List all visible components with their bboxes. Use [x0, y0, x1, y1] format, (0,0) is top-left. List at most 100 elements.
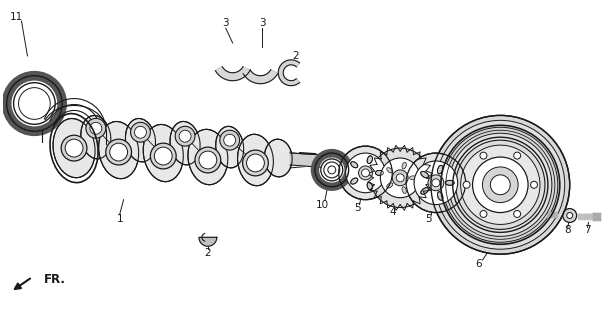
Circle shape: [14, 83, 55, 124]
Circle shape: [490, 175, 510, 195]
Circle shape: [392, 170, 408, 186]
Text: 8: 8: [565, 225, 571, 236]
Circle shape: [443, 127, 558, 242]
Ellipse shape: [351, 178, 358, 184]
Circle shape: [432, 179, 440, 187]
Text: 4: 4: [389, 206, 395, 217]
Circle shape: [154, 147, 172, 165]
Circle shape: [175, 126, 195, 146]
Ellipse shape: [53, 118, 95, 178]
Ellipse shape: [421, 188, 429, 194]
Ellipse shape: [351, 162, 358, 168]
Polygon shape: [290, 153, 330, 168]
Circle shape: [179, 130, 191, 142]
Ellipse shape: [375, 171, 383, 175]
Text: 3: 3: [223, 18, 229, 28]
Ellipse shape: [237, 134, 274, 186]
Ellipse shape: [264, 139, 292, 177]
Ellipse shape: [81, 116, 111, 159]
Circle shape: [328, 166, 336, 174]
Polygon shape: [215, 67, 250, 81]
Ellipse shape: [367, 182, 373, 190]
Text: 7: 7: [584, 225, 591, 236]
Circle shape: [483, 167, 518, 203]
Circle shape: [247, 154, 264, 172]
Circle shape: [242, 150, 268, 176]
Circle shape: [480, 211, 487, 218]
Ellipse shape: [437, 165, 443, 174]
Circle shape: [449, 133, 552, 236]
Ellipse shape: [387, 168, 393, 173]
Circle shape: [130, 122, 151, 142]
Ellipse shape: [402, 162, 407, 169]
Text: 5: 5: [354, 203, 361, 212]
Polygon shape: [244, 70, 277, 84]
Text: 9: 9: [546, 222, 552, 232]
Ellipse shape: [437, 192, 443, 200]
Circle shape: [151, 143, 176, 169]
Circle shape: [380, 158, 420, 198]
Circle shape: [370, 148, 430, 208]
Circle shape: [18, 88, 50, 119]
Circle shape: [220, 130, 240, 150]
Circle shape: [195, 147, 221, 173]
Circle shape: [531, 181, 538, 188]
Circle shape: [514, 152, 521, 159]
Circle shape: [463, 181, 470, 188]
Text: 11: 11: [10, 12, 23, 22]
Ellipse shape: [387, 183, 393, 188]
Ellipse shape: [421, 171, 429, 178]
Polygon shape: [330, 158, 355, 165]
Circle shape: [396, 174, 404, 182]
Ellipse shape: [216, 126, 244, 168]
Circle shape: [86, 118, 106, 138]
Circle shape: [362, 169, 370, 177]
Ellipse shape: [143, 124, 183, 182]
Polygon shape: [592, 212, 600, 220]
Circle shape: [359, 166, 373, 180]
Circle shape: [321, 159, 343, 181]
Polygon shape: [278, 60, 300, 86]
Circle shape: [135, 126, 146, 138]
Text: 3: 3: [259, 18, 266, 28]
Text: 5: 5: [426, 214, 432, 224]
Circle shape: [431, 116, 569, 254]
Circle shape: [472, 157, 528, 212]
Circle shape: [428, 175, 444, 191]
Ellipse shape: [98, 122, 139, 179]
Circle shape: [436, 120, 565, 249]
Ellipse shape: [188, 129, 228, 185]
Text: 10: 10: [316, 200, 330, 210]
Circle shape: [224, 134, 236, 146]
Text: 2: 2: [292, 51, 298, 61]
Circle shape: [90, 122, 102, 134]
Circle shape: [61, 135, 87, 161]
Ellipse shape: [410, 176, 416, 180]
Polygon shape: [547, 212, 557, 217]
Ellipse shape: [170, 122, 200, 165]
Circle shape: [461, 145, 540, 224]
Circle shape: [567, 212, 573, 219]
Ellipse shape: [445, 180, 454, 185]
Polygon shape: [199, 237, 217, 246]
Text: FR.: FR.: [44, 274, 66, 286]
Circle shape: [514, 211, 521, 218]
Circle shape: [406, 153, 466, 212]
Circle shape: [339, 146, 392, 200]
Circle shape: [563, 209, 577, 222]
Circle shape: [65, 139, 83, 157]
Circle shape: [414, 161, 458, 204]
Circle shape: [199, 151, 217, 169]
Ellipse shape: [125, 118, 156, 162]
Ellipse shape: [402, 187, 407, 194]
Circle shape: [456, 140, 545, 229]
Circle shape: [106, 139, 132, 165]
Text: 2: 2: [205, 248, 211, 258]
Text: 1: 1: [116, 214, 123, 224]
Polygon shape: [577, 214, 592, 219]
Ellipse shape: [367, 156, 373, 164]
Circle shape: [346, 153, 386, 193]
Circle shape: [15, 84, 54, 123]
Circle shape: [480, 152, 487, 159]
Text: 6: 6: [475, 259, 482, 269]
